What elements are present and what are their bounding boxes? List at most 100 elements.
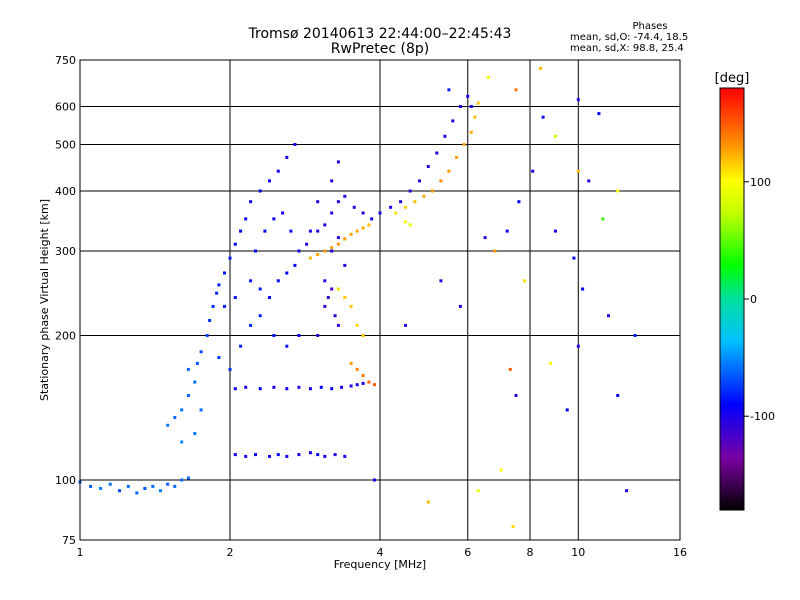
data-point — [361, 334, 365, 337]
data-point — [447, 169, 451, 173]
data-point — [370, 217, 374, 221]
data-point — [541, 115, 545, 119]
y-ticks: 75 100 200 300 400 500 600 750 — [55, 54, 76, 547]
data-point — [297, 334, 301, 337]
data-point — [297, 385, 301, 389]
data-point — [143, 487, 147, 490]
data-point — [581, 287, 585, 291]
data-point — [308, 256, 312, 260]
data-point — [330, 211, 334, 215]
data-point — [426, 165, 430, 168]
data-point — [523, 279, 526, 283]
data-point — [601, 217, 605, 221]
data-point — [305, 242, 309, 246]
data-point — [272, 385, 276, 389]
data-point — [233, 242, 237, 246]
data-point — [254, 249, 257, 253]
colorbar-tick-label: 0 — [750, 293, 757, 306]
data-point — [323, 454, 327, 458]
data-point — [343, 454, 347, 458]
data-point — [508, 367, 512, 371]
data-point — [399, 200, 403, 204]
data-point — [316, 253, 320, 256]
data-point — [289, 229, 293, 233]
data-point — [186, 367, 190, 371]
data-point — [565, 408, 569, 412]
data-point — [336, 323, 340, 327]
data-point — [244, 217, 248, 221]
data-point — [108, 482, 112, 486]
data-point — [272, 334, 276, 337]
data-point — [431, 189, 435, 193]
data-point — [355, 383, 359, 387]
plot-frame — [79, 59, 681, 541]
data-point — [336, 287, 340, 291]
data-point — [587, 179, 591, 183]
data-point — [439, 279, 443, 283]
data-point — [443, 134, 447, 138]
data-point — [466, 94, 470, 98]
data-point — [233, 387, 237, 391]
data-point — [343, 263, 347, 267]
colorbar-tick-label: -100 — [750, 410, 775, 423]
data-point — [118, 489, 121, 493]
phases-title: Phases — [632, 21, 668, 32]
data-point — [297, 453, 301, 457]
data-point — [349, 304, 353, 308]
data-point — [355, 229, 359, 233]
data-point — [308, 451, 312, 455]
data-point — [215, 291, 219, 295]
chart-subtitle: RwPretec (8p) — [330, 41, 430, 57]
data-point — [228, 256, 232, 260]
data-point — [239, 229, 243, 233]
data-point — [447, 88, 451, 92]
colorbar-tick-label: 100 — [750, 176, 771, 189]
data-point — [258, 314, 262, 318]
data-point — [326, 296, 330, 299]
data-point — [330, 249, 334, 253]
x-tick-label: 16 — [673, 546, 687, 559]
data-point — [199, 408, 203, 412]
data-point — [316, 200, 320, 204]
data-point — [476, 101, 480, 105]
data-point — [186, 476, 190, 480]
data-point — [333, 314, 337, 318]
data-point — [151, 484, 155, 488]
y-tick-label: 750 — [55, 54, 76, 67]
data-point — [249, 279, 253, 283]
x-tick-label: 10 — [571, 546, 585, 559]
data-point — [352, 205, 356, 209]
data-point — [514, 88, 518, 92]
data-point — [205, 334, 209, 337]
data-point — [223, 304, 226, 308]
y-tick-label: 500 — [55, 139, 76, 152]
data-point — [333, 453, 337, 457]
data-point — [343, 237, 347, 241]
y-axis-label: Stationary phase Virtual Height [km] — [38, 199, 51, 401]
data-point — [193, 380, 197, 384]
y-tick-label: 75 — [62, 534, 76, 547]
data-point — [408, 189, 412, 193]
data-point — [469, 105, 473, 108]
colorbar-ticks: 100 0 -100 — [744, 176, 775, 423]
data-point — [349, 384, 353, 388]
data-point — [439, 179, 443, 183]
data-point — [285, 155, 289, 159]
data-point — [293, 263, 297, 267]
data-point — [276, 169, 280, 173]
data-point — [625, 489, 629, 493]
data-point — [404, 205, 407, 209]
data-point — [276, 453, 280, 457]
data-point — [180, 478, 184, 482]
data-point — [285, 271, 289, 275]
data-point — [330, 246, 334, 250]
data-point — [378, 211, 382, 215]
data-point — [404, 323, 407, 327]
data-point — [258, 189, 262, 193]
data-point — [418, 179, 421, 183]
data-point — [268, 179, 271, 183]
chart-title: Tromsø 20140613 22:44:00–22:45:43 — [248, 26, 512, 42]
data-point — [244, 385, 248, 389]
data-point — [268, 454, 271, 458]
